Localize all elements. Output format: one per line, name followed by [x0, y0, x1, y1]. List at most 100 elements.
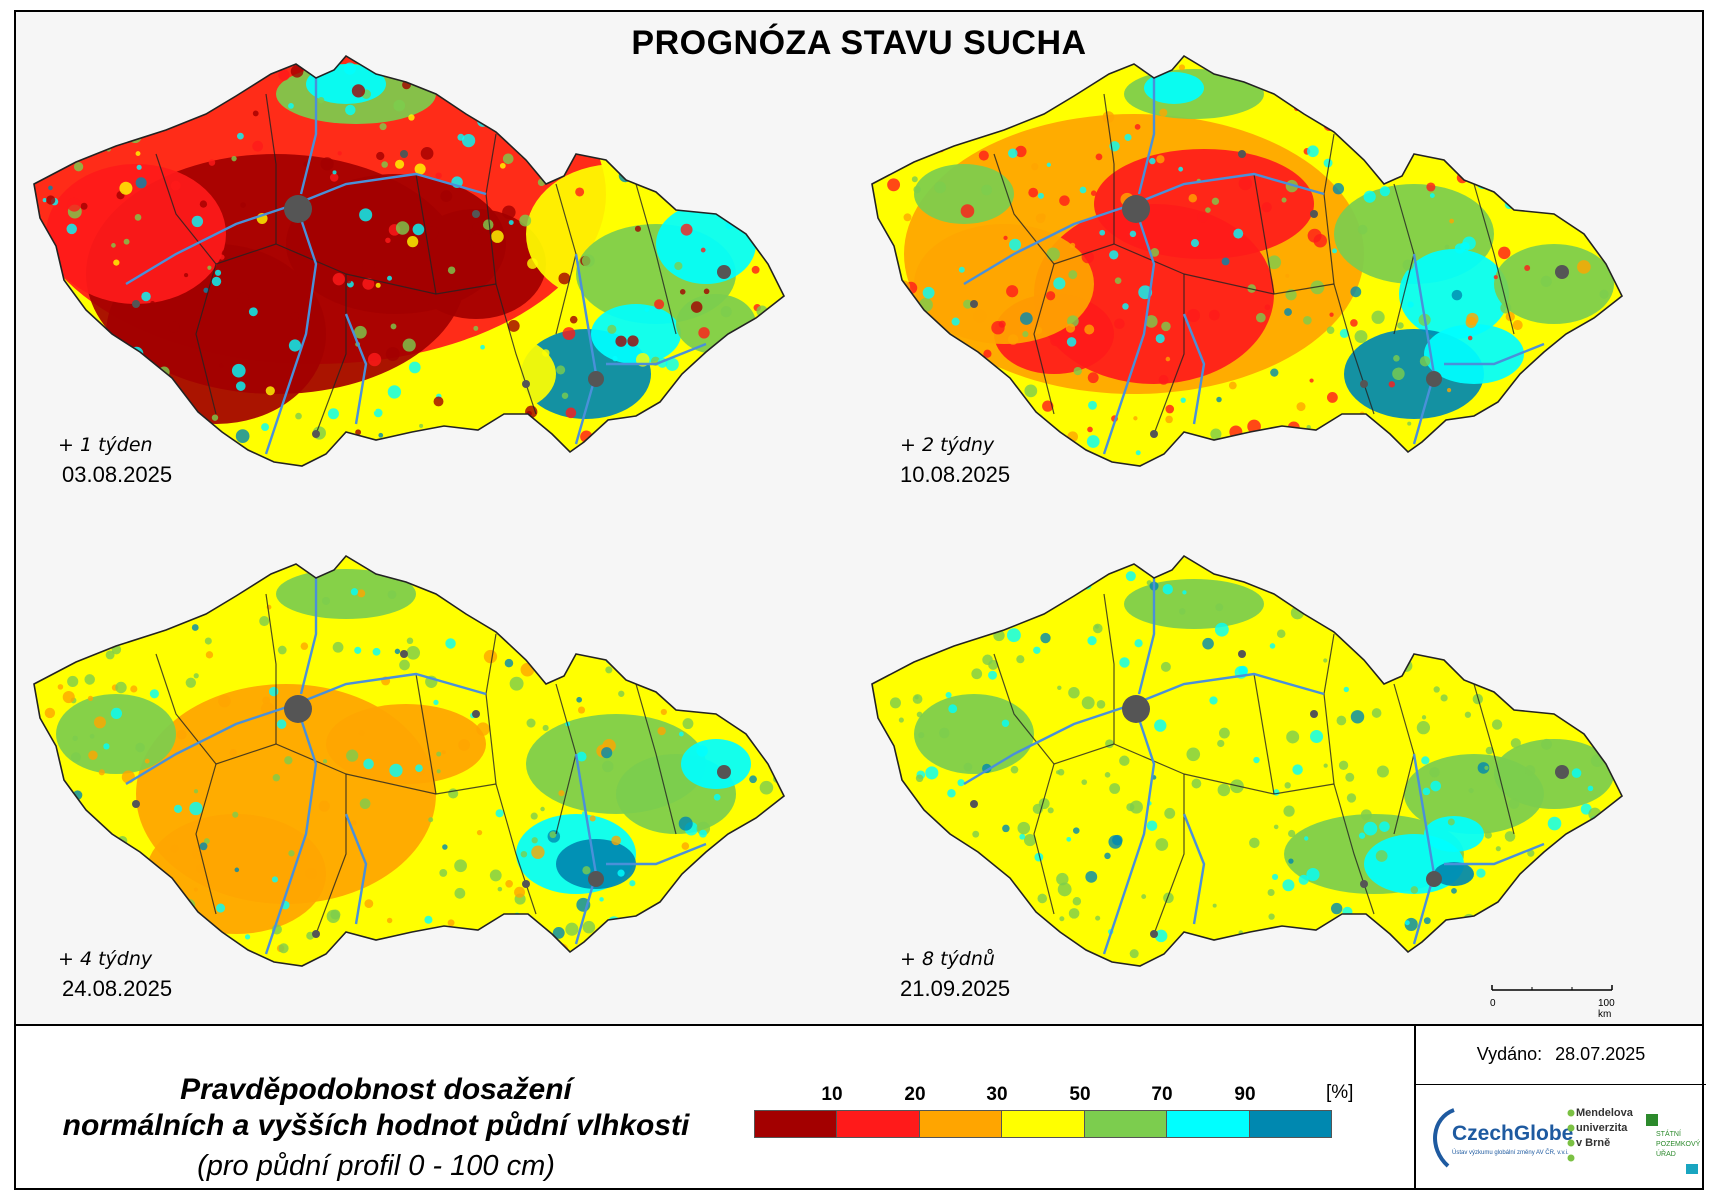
- drought-speckle: [629, 952, 640, 963]
- drought-speckle: [766, 455, 772, 460]
- drought-speckle: [1378, 617, 1390, 629]
- drought-speckle: [1095, 915, 1101, 921]
- drought-speckle: [714, 362, 722, 369]
- drought-speckle: [1571, 768, 1582, 778]
- drought-speckle: [519, 214, 532, 227]
- drought-speckle: [129, 62, 143, 76]
- drought-speckle: [1307, 145, 1319, 158]
- drought-speckle: [1495, 941, 1509, 956]
- drought-speckle: [1129, 800, 1143, 814]
- drought-speckle: [1149, 157, 1156, 165]
- drought-speckle: [998, 320, 1006, 328]
- drought-speckle: [1129, 949, 1139, 959]
- drought-speckle: [1079, 186, 1087, 194]
- drought-speckle: [259, 616, 270, 627]
- drought-speckle: [89, 733, 95, 739]
- drought-speckle: [1001, 719, 1010, 727]
- drought-speckle: [1186, 747, 1201, 762]
- city-marker: [400, 650, 408, 658]
- drought-speckle: [581, 254, 595, 268]
- drought-speckle: [1267, 888, 1275, 897]
- drought-speckle: [525, 91, 533, 98]
- drought-speckle: [448, 69, 456, 78]
- drought-speckle: [367, 352, 382, 367]
- drought-speckle: [1092, 623, 1103, 634]
- drought-fill: [872, 556, 1622, 966]
- drought-speckle: [1495, 103, 1509, 117]
- drought-speckle: [1468, 787, 1474, 794]
- drought-speckle: [1556, 166, 1566, 176]
- drought-speckle: [878, 232, 883, 238]
- drought-speckle: [526, 620, 536, 630]
- drought-speckle: [45, 889, 58, 902]
- drought-speckle: [770, 734, 778, 742]
- district-border: [1253, 173, 1275, 295]
- drought-speckle: [465, 942, 472, 948]
- drought-speckle: [520, 850, 528, 858]
- drought-speckle: [972, 830, 980, 838]
- drought-speckle: [110, 707, 123, 720]
- city-marker: [1360, 880, 1368, 888]
- drought-speckle: [1020, 312, 1033, 325]
- city-marker: [132, 800, 140, 808]
- drought-speckle: [742, 180, 754, 191]
- drought-speckle: [1155, 838, 1169, 851]
- drought-region: [1494, 739, 1614, 809]
- drought-speckle: [82, 581, 90, 589]
- drought-speckle: [1392, 367, 1405, 381]
- drought-speckle: [203, 838, 210, 844]
- drought-speckle: [699, 198, 706, 206]
- drought-speckle: [1453, 153, 1462, 162]
- drought-speckle: [93, 117, 101, 126]
- drought-speckle: [477, 600, 487, 610]
- czechglobe-name: CzechGlobe: [1452, 1122, 1574, 1145]
- drought-speckle: [774, 854, 784, 866]
- drought-speckle: [1146, 820, 1158, 831]
- drought-speckle: [1084, 324, 1095, 335]
- drought-speckle: [1087, 636, 1097, 646]
- drought-speckle: [1221, 257, 1230, 266]
- drought-speckle: [605, 666, 613, 674]
- drought-speckle: [481, 578, 489, 587]
- drought-speckle: [542, 724, 549, 731]
- drought-speckle: [915, 774, 924, 783]
- mendelu-line: Mendelova: [1576, 1107, 1633, 1119]
- drought-speckle: [1215, 603, 1224, 612]
- drought-speckle: [34, 866, 42, 878]
- drought-speckle: [288, 339, 302, 352]
- drought-speckle: [703, 288, 710, 295]
- drought-speckle: [202, 437, 211, 446]
- drought-speckle: [101, 357, 108, 365]
- drought-speckle: [354, 646, 362, 654]
- drought-speckle: [122, 137, 128, 143]
- river: [344, 813, 368, 925]
- drought-speckle: [875, 645, 887, 658]
- drought-speckle: [1446, 388, 1452, 393]
- drought-speckle: [912, 694, 923, 704]
- drought-speckle: [1484, 831, 1492, 839]
- drought-speckle: [1047, 807, 1054, 814]
- drought-speckle: [1037, 893, 1048, 904]
- drought-speckle: [136, 164, 142, 170]
- city-marker: [400, 150, 408, 158]
- drought-speckle: [558, 790, 565, 797]
- drought-speckle: [1306, 867, 1320, 882]
- drought-speckle: [952, 885, 961, 894]
- drought-speckle: [629, 880, 636, 887]
- drought-speckle: [90, 105, 96, 111]
- drought-fill: [872, 56, 1622, 466]
- drought-speckle: [1197, 211, 1208, 223]
- drought-speckle: [1596, 139, 1607, 149]
- drought-speckle: [381, 161, 388, 168]
- drought-speckle: [684, 581, 693, 590]
- drought-speckle: [1491, 719, 1503, 730]
- drought-speckle: [599, 897, 604, 902]
- city-marker: [1310, 210, 1318, 218]
- drought-speckle: [322, 596, 331, 605]
- river: [606, 842, 707, 866]
- drought-speckle: [1087, 959, 1095, 966]
- drought-speckle: [489, 869, 502, 882]
- drought-speckle: [168, 321, 180, 333]
- drought-speckle: [889, 382, 897, 391]
- drought-speckle: [288, 850, 295, 857]
